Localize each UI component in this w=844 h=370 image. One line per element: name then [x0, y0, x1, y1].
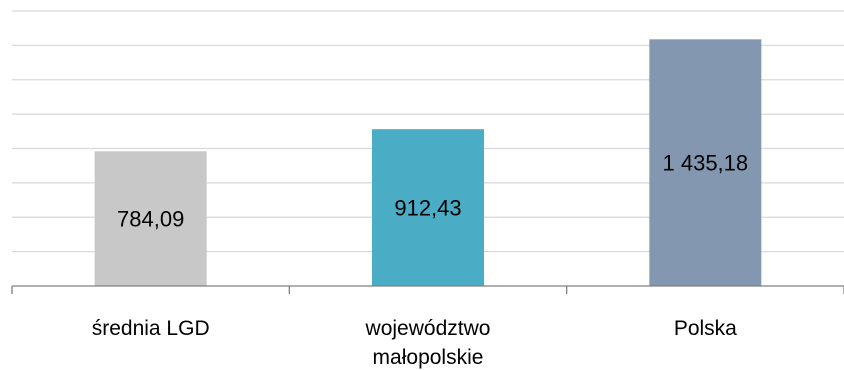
category-label: małopolskie — [373, 346, 484, 369]
bar — [649, 39, 762, 287]
bar — [94, 151, 207, 286]
category-labels: średnia LGD województwo małopolskie Polska — [92, 317, 737, 369]
x-axis — [11, 285, 844, 294]
data-label: 784,09 — [117, 207, 184, 232]
bars — [94, 39, 762, 287]
data-label: 912,43 — [394, 196, 461, 221]
category-label: województwo — [365, 317, 491, 340]
data-label: 1 435,18 — [663, 151, 749, 176]
category-label: Polska — [674, 317, 737, 340]
category-label: średnia LGD — [92, 317, 210, 340]
bar — [372, 129, 484, 286]
value-labels: 784,09 912,43 1 435,18 — [117, 151, 748, 232]
